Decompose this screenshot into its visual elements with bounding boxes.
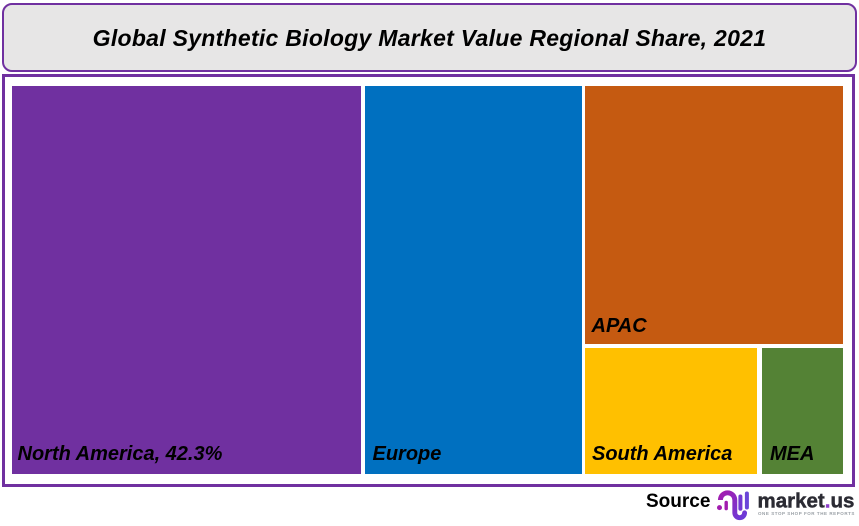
svg-text:ONE STOP SHOP FOR THE REPORTS: ONE STOP SHOP FOR THE REPORTS	[758, 511, 855, 516]
svg-text:market.us: market.us	[758, 490, 855, 513]
